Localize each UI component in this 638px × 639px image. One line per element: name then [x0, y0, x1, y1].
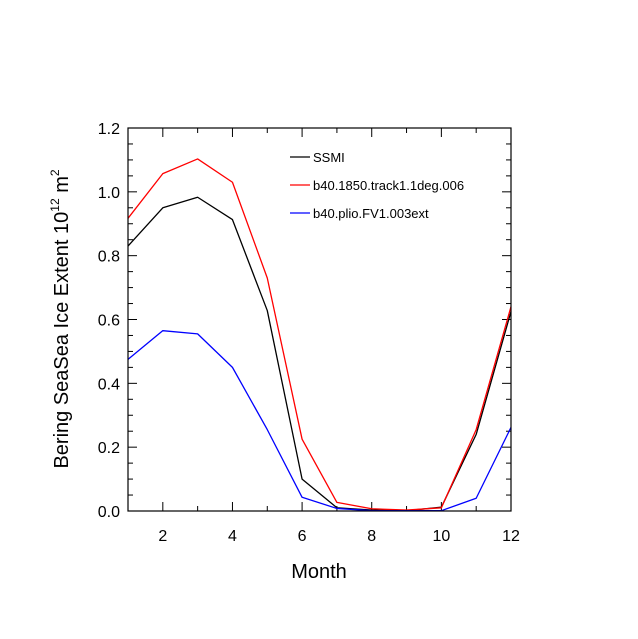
legend-label: b40.plio.FV1.003ext	[313, 206, 429, 221]
x-tick-label: 10	[432, 528, 450, 545]
legend: SSMI b40.1850.track1.1deg.006 b40.plio.FV1…	[290, 150, 464, 221]
y-tick-label: 0.6	[98, 313, 120, 330]
x-tick-label: 8	[367, 528, 376, 545]
legend-label: SSMI	[313, 150, 345, 165]
series-lines	[127, 158, 512, 512]
y-tick-label: 0.0	[98, 504, 120, 521]
legend-label: b40.1850.track1.1deg.006	[313, 178, 464, 193]
x-tick-label: 12	[502, 528, 520, 545]
y-tick-label: 0.2	[98, 440, 120, 457]
x-tick-label: 2	[158, 528, 167, 545]
y-axis-label-unit-exponent: 2	[48, 169, 62, 176]
x-axis-label: Month	[291, 561, 347, 583]
y-tick-label: 1.2	[98, 121, 120, 138]
series-line-1	[127, 196, 512, 512]
x-tick-labels: 2 4 6 8 10 12	[158, 528, 520, 545]
y-axis-label-group: Bering SeaSea Ice Extent 1012 m2	[48, 169, 73, 468]
plot-frame	[127, 127, 512, 512]
y-axis-label-main: Bering SeaSea Ice Extent 10	[51, 212, 73, 469]
y-tick-label: 1.0	[98, 185, 120, 202]
series-line-3	[127, 330, 512, 512]
x-tick-label: 6	[298, 528, 307, 545]
y-axis-label-unit: m	[51, 176, 73, 198]
y-tick-label: 0.8	[98, 249, 120, 266]
y-tick-labels: 0.0 0.2 0.4 0.6 0.8 1.0 1.2	[98, 121, 120, 521]
y-axis-label: Bering SeaSea Ice Extent 1012 m2	[48, 169, 73, 468]
y-tick-label: 0.4	[98, 376, 120, 393]
y-axis-label-exponent: 12	[48, 198, 62, 212]
series-line-2	[127, 158, 512, 511]
x-tick-label: 4	[228, 528, 237, 545]
